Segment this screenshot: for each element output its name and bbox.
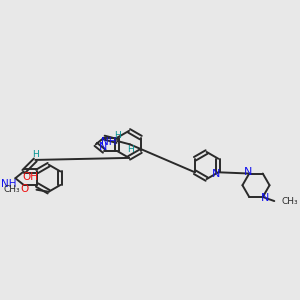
Text: N: N <box>212 169 220 179</box>
Text: OH: OH <box>22 172 38 182</box>
Text: N: N <box>244 167 253 177</box>
Text: CH₃: CH₃ <box>281 196 298 206</box>
Text: H: H <box>128 145 134 154</box>
Text: N: N <box>261 194 269 203</box>
Text: O: O <box>21 184 29 194</box>
Text: NH: NH <box>1 178 17 189</box>
Text: H: H <box>115 131 121 140</box>
Text: N: N <box>99 142 107 152</box>
Text: NH: NH <box>101 137 116 147</box>
Text: H: H <box>32 150 39 159</box>
Text: CH₃: CH₃ <box>4 185 20 194</box>
